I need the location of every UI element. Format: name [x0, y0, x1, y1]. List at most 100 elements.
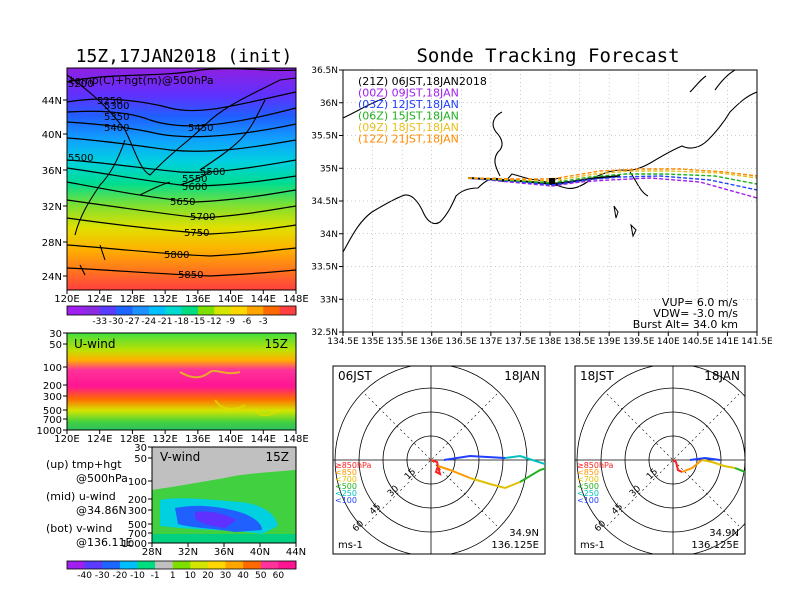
contour-label: 5850	[178, 270, 203, 281]
hodo-level-label: <100	[577, 496, 599, 505]
vwind-x-label: 36N	[214, 547, 234, 558]
hodo-left-500	[469, 477, 521, 490]
wind-colorbar-swatch	[67, 561, 86, 569]
vwind-x-label: 40N	[250, 547, 270, 558]
track-lon-label: 136.5E	[446, 337, 478, 347]
vwind-y-label: 500	[128, 520, 147, 531]
vwind-title: V-wind	[160, 450, 200, 464]
trajectory-legend-item: (03Z) 12JST,18JAN	[358, 98, 459, 111]
colorbar-swatch	[279, 306, 297, 315]
legend-mid-level: @34.86N	[76, 504, 127, 517]
lat-tick-label: 32N	[42, 202, 62, 213]
uwind-y-label: 50	[49, 340, 62, 351]
wind-colorbar-swatch	[207, 561, 226, 569]
hodo-left-100	[504, 454, 545, 465]
tracking-grid	[343, 70, 757, 332]
hodo-level-label: <700	[577, 475, 599, 484]
track-lat-label: 34N	[320, 230, 338, 240]
contour-label: 5750	[184, 228, 209, 239]
uwind-x-label: 136E	[185, 434, 210, 445]
track-lon-label: 141.5E	[741, 337, 773, 347]
hodo-level-label: <500	[577, 482, 599, 491]
map-title: 15Z,17JAN2018 (init)	[76, 46, 293, 67]
track-lon-label: 136E	[420, 337, 443, 347]
wind-colorbar-label: 20	[202, 571, 214, 581]
lon-tick-label: 148E	[283, 294, 308, 305]
lon-tick-label: 124E	[87, 294, 112, 305]
uwind-x-label: 144E	[251, 434, 276, 445]
wind-colorbar-label: 50	[255, 571, 267, 581]
uwind-x-label: 140E	[218, 434, 243, 445]
vwind-y-label: 300	[128, 506, 147, 517]
hodo-left-date: 18JAN	[504, 369, 540, 383]
colorbar-swatch	[214, 306, 231, 315]
hodo-right-top	[689, 456, 721, 461]
hodo-right-850	[672, 459, 683, 473]
colorbar-swatch	[116, 306, 133, 315]
wind-colorbar-label: -1	[151, 571, 160, 581]
hodo-left-250	[519, 467, 545, 483]
contour-label: 5550	[182, 174, 207, 185]
lat-tick-label: 40N	[42, 130, 62, 141]
uwind-x-label: 120E	[54, 434, 79, 445]
uwind-y-label: 1000	[37, 426, 62, 437]
trajectory-line	[467, 173, 757, 185]
hodo-level-label: <850	[577, 468, 599, 477]
hodo-left-700	[437, 465, 471, 479]
contour-label: 5500	[200, 167, 225, 178]
hodo-level-label: ≥850hPa	[577, 461, 614, 470]
hodo-right-unit: ms-1	[580, 540, 605, 551]
contour-label: 5450	[188, 123, 213, 134]
hodo-right-lon: 136.125E	[691, 540, 739, 551]
track-lat-label: 32.5N	[311, 328, 338, 338]
contour-label: 5650	[170, 197, 195, 208]
track-lon-label: 139E	[598, 337, 621, 347]
trajectory-legend-item: (09Z) 18JST,18JAN	[358, 121, 459, 134]
hodo-right-lat: 34.9N	[709, 528, 739, 539]
vwind-y-label: 30	[134, 443, 147, 454]
uwind-y-label: 500	[43, 406, 62, 417]
track-lat-label: 35N	[320, 164, 338, 174]
track-lon-label: 135.5E	[386, 337, 418, 347]
map-subtitle: temp(C)+hgt(m)@500hPa	[70, 74, 214, 87]
tracking-title: Sonde Tracking Forecast	[416, 45, 679, 67]
trajectory-line	[467, 175, 757, 191]
contour-label: 5350	[104, 112, 129, 123]
map-lon-ticks: 120E 124E 128E 132E 136E 140E 144E 148E	[54, 290, 309, 305]
track-lat-label: 36N	[320, 99, 338, 109]
vwind-purple-region	[195, 511, 236, 528]
param-vdw: VDW= -3.0 m/s	[653, 307, 738, 320]
hodo-right-time: 18JST	[580, 369, 614, 383]
colorbar-label: -12	[207, 317, 222, 327]
wind-colorbar-label: 30	[220, 571, 232, 581]
legend-up-label: (up) tmp+hgt	[46, 458, 122, 471]
wind-colorbar-swatch	[137, 561, 156, 569]
track-lon-label: 138E	[539, 337, 562, 347]
track-lat-label: 33.5N	[311, 263, 338, 273]
uwind-x-label: 128E	[120, 434, 145, 445]
contour-label: 5600	[182, 182, 207, 193]
honshu-coastline	[343, 70, 757, 253]
trajectory-line	[467, 177, 757, 199]
height-contours	[67, 68, 296, 277]
colorbar-swatch	[83, 306, 101, 315]
vwind-y-label: 50	[134, 454, 147, 465]
colorbar-label: -33	[92, 317, 107, 327]
vwind-y-label: 200	[128, 495, 147, 506]
tracking-lon-ticks: 134.5E 135E 135.5E 136E 136.5E 137E 137.5E 138E…	[327, 332, 773, 347]
track-lon-label: 141E	[716, 337, 739, 347]
wind-colorbar-swatch	[225, 561, 244, 569]
lat-tick-label: 36N	[42, 166, 62, 177]
hodo-level-label: <250	[335, 489, 357, 498]
param-vup: VUP= 6.0 m/s	[662, 296, 738, 309]
uwind-time: 15Z	[265, 337, 289, 351]
colorbar-label: -9	[226, 317, 235, 327]
uwind-detail	[179, 369, 281, 417]
colorbar-swatch	[67, 306, 84, 315]
wind-colorbar-swatch	[243, 561, 262, 569]
wind-colorbar-swatch	[278, 561, 297, 569]
lat-tick-label: 44N	[42, 96, 62, 107]
track-lon-label: 137.5E	[505, 337, 537, 347]
